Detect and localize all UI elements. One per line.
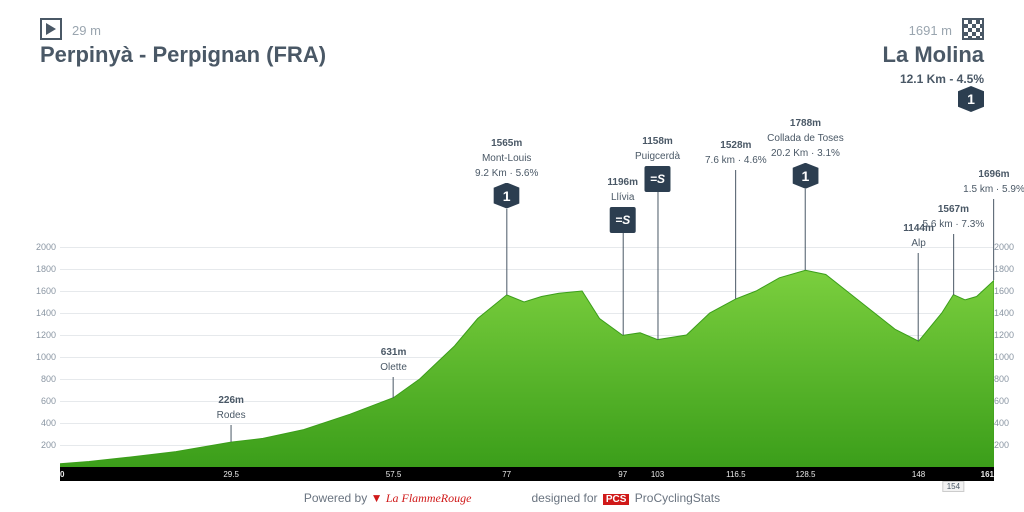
footer-left: Powered by ▼ La FlammeRouge (304, 491, 472, 506)
category-badge: 1 (958, 86, 984, 112)
footer-right: designed for PCS ProCyclingStats (531, 491, 720, 506)
summit-finish-text: 12.1 Km - 4.5% (900, 72, 984, 86)
laflamme-brand: La FlammeRouge (386, 491, 472, 505)
finish-icon (962, 18, 984, 40)
start-block: 29 m Perpinyà - Perpignan (FRA) (40, 18, 326, 68)
profile-marker: 1196mLlívia=S (607, 177, 638, 336)
stage-header: 29 m Perpinyà - Perpignan (FRA) 1691 m L… (0, 0, 1024, 68)
x-tick: 29.5 (223, 470, 239, 479)
start-icon (40, 18, 62, 40)
x-tick: 97 (618, 470, 627, 479)
y-axis-left: 200400600800100012001400160018002000 (26, 225, 56, 467)
x-tick: 148 (912, 470, 925, 479)
x-tick: 116.5 (726, 470, 745, 479)
summit-finish-info: 12.1 Km - 4.5% 1 (900, 72, 984, 112)
profile-marker: 1788mCollada de Toses20.2 Km · 3.1%1 (767, 118, 844, 271)
profile-marker: 631mOlette (380, 347, 407, 398)
category-badge: 1 (494, 183, 520, 209)
x-tick: 161 (981, 470, 994, 479)
profile-marker: 226mRodes (217, 395, 246, 442)
elevation-profile-chart: 200400600800100012001400160018002000 200… (60, 225, 994, 467)
x-tick: 57.5 (386, 470, 402, 479)
sprint-badge: =S (645, 166, 671, 192)
profile-marker: 1696m1.5 km · 5.9% (963, 169, 1024, 281)
x-tick: 0 (60, 470, 64, 479)
x-tick: 128.5 (795, 470, 815, 479)
x-axis: 029.557.57797103116.5128.5148154161 (60, 467, 994, 481)
start-city: Perpinyà - Perpignan (FRA) (40, 42, 326, 68)
category-badge: 1 (792, 163, 818, 189)
profile-marker: 1528m7.6 km · 4.6% (705, 140, 767, 299)
x-tick: 77 (502, 470, 511, 479)
start-elevation: 29 m (72, 23, 101, 38)
footer: Powered by ▼ La FlammeRouge designed for… (0, 491, 1024, 506)
profile-marker: 1158mPuigcerdà=S (635, 136, 680, 340)
finish-city: La Molina (883, 42, 984, 68)
finish-block: 1691 m La Molina (883, 18, 984, 68)
sprint-badge: =S (610, 207, 636, 233)
finish-elevation: 1691 m (909, 23, 952, 38)
profile-marker: 1565mMont-Louis9.2 Km · 5.6%1 (475, 138, 538, 295)
x-tick: 103 (651, 470, 664, 479)
pcs-name: ProCyclingStats (635, 491, 720, 505)
pcs-badge: PCS (603, 494, 630, 505)
